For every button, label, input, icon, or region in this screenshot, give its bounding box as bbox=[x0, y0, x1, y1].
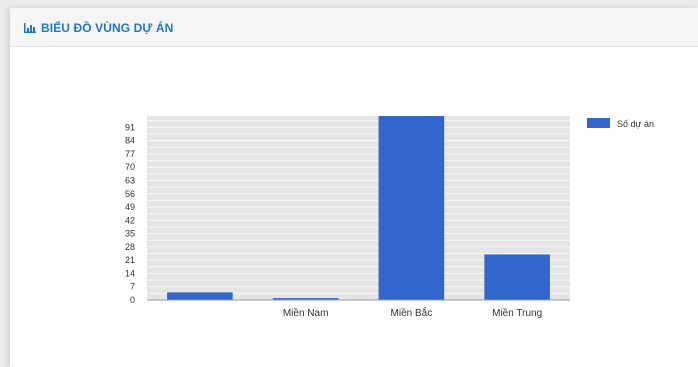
y-tick-label: 84 bbox=[125, 136, 135, 146]
bar-chart-icon bbox=[24, 23, 36, 33]
panel-header: BIỂU ĐỒ VÙNG DỰ ÁN bbox=[10, 8, 698, 47]
y-tick-label: 0 bbox=[130, 295, 135, 305]
y-tick-label: 7 bbox=[130, 282, 135, 292]
y-tick-label: 70 bbox=[125, 162, 135, 172]
legend-label: Số dự án bbox=[617, 119, 654, 129]
bar bbox=[484, 254, 550, 300]
y-tick-label: 42 bbox=[125, 215, 135, 225]
y-tick-label: 28 bbox=[125, 242, 135, 252]
bar bbox=[167, 292, 233, 300]
x-tick-label: Miền Nam bbox=[283, 307, 329, 319]
y-tick-label: 63 bbox=[125, 175, 135, 185]
panel-title-group: BIỂU ĐỒ VÙNG DỰ ÁN bbox=[24, 20, 173, 36]
legend: Số dự án bbox=[587, 118, 654, 129]
y-tick-label: 49 bbox=[125, 202, 135, 212]
bar-chart: 0 7 14 21 28 35 42 49 56 63 70 77 84 91 Miền Nam Miền B… bbox=[125, 116, 654, 319]
chart-panel: BIỂU ĐỒ VÙNG DỰ ÁN 0 7 14 21 28 35 42 49 56 63 70 7… bbox=[10, 8, 698, 367]
y-tick-label: 21 bbox=[125, 255, 135, 265]
y-tick-label: 91 bbox=[125, 122, 135, 132]
y-tick-label: 77 bbox=[125, 149, 135, 159]
x-tick-label: Miền Bắc bbox=[391, 306, 433, 319]
bar bbox=[378, 116, 445, 300]
y-tick-label: 56 bbox=[125, 189, 135, 199]
y-tick-label: 14 bbox=[125, 268, 135, 278]
bar bbox=[272, 298, 339, 300]
y-tick-label: 35 bbox=[125, 229, 135, 239]
chart-area: 0 7 14 21 28 35 42 49 56 63 70 77 84 91 Miền Nam Miền B… bbox=[10, 48, 698, 367]
x-tick-label: Miền Trung bbox=[492, 307, 542, 319]
panel-title: BIỂU ĐỒ VÙNG DỰ ÁN bbox=[41, 21, 174, 35]
legend-swatch bbox=[587, 118, 610, 128]
